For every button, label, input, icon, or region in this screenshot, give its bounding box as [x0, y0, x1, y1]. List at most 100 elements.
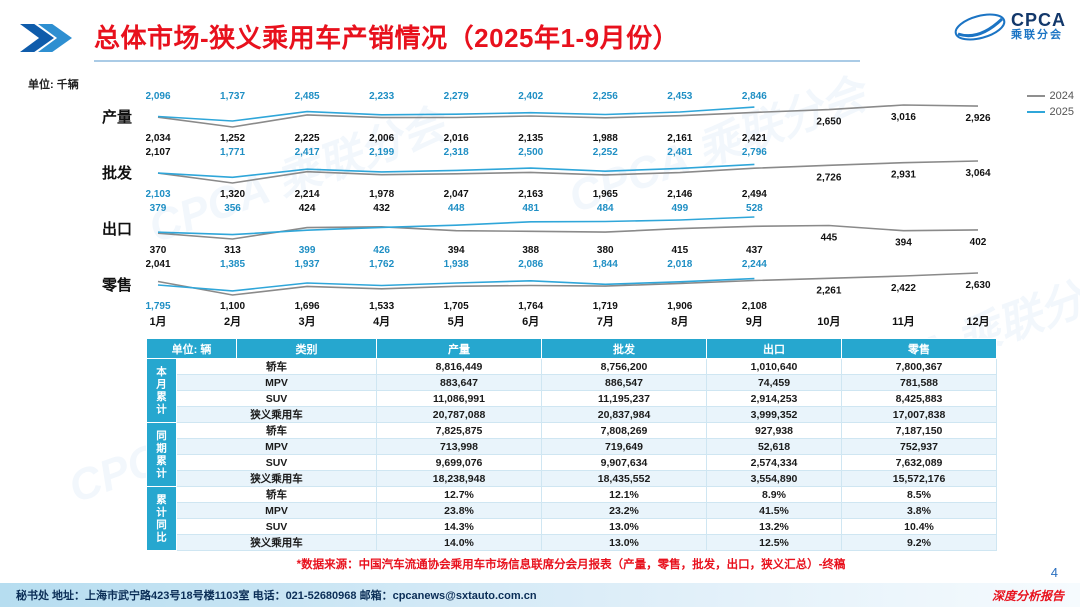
svg-text:2,650: 2,650 — [816, 117, 841, 128]
category-cell: SUV — [175, 390, 378, 407]
value-cell: 752,937 — [841, 438, 998, 455]
category-cell: 轿车 — [175, 486, 378, 503]
table-row: MPV 23.8% 23.2% 41.5% 3.8% — [147, 502, 998, 519]
value-cell: 7,808,269 — [541, 422, 708, 439]
category-cell: SUV — [175, 518, 378, 535]
col-header-production: 产量 — [376, 338, 543, 359]
svg-text:2,846: 2,846 — [742, 91, 767, 102]
logo-brand-text: CPCA — [1010, 9, 1066, 30]
month-label: 10月 — [817, 316, 841, 328]
logo-sub-text: 乘联分会 — [1010, 28, 1063, 41]
svg-text:499: 499 — [671, 203, 688, 214]
svg-text:424: 424 — [299, 203, 316, 214]
svg-text:2,107: 2,107 — [146, 147, 171, 158]
value-cell: 12.5% — [706, 534, 843, 551]
col-header-category: 类别 — [236, 338, 378, 359]
svg-text:356: 356 — [224, 203, 241, 214]
svg-text:2,485: 2,485 — [295, 91, 320, 102]
svg-text:2,453: 2,453 — [667, 91, 692, 102]
chart-retail: 零售 2,041 1,795 1,385 1,100 1,937 1,696 1,762 1,… — [88, 256, 996, 312]
production-line-chart: 2,096 2,034 1,737 1,252 2,485 2,225 2,233 2,006… — [145, 88, 996, 144]
table-row: 累计同比 轿车 12.7% 12.1% 8.9% 8.5% — [146, 486, 998, 551]
svg-text:379: 379 — [150, 203, 167, 214]
svg-text:2,926: 2,926 — [965, 113, 990, 124]
svg-text:1,965: 1,965 — [593, 189, 618, 200]
value-cell: 13.2% — [706, 518, 843, 535]
svg-text:2,199: 2,199 — [369, 147, 394, 158]
table-row: SUV 14.3% 13.0% 13.2% 10.4% — [147, 518, 998, 535]
svg-text:2,318: 2,318 — [444, 147, 469, 158]
svg-text:2,096: 2,096 — [146, 91, 171, 102]
svg-text:432: 432 — [373, 203, 390, 214]
svg-text:1,795: 1,795 — [146, 301, 171, 312]
category-cell: 狭义乘用车 — [175, 534, 378, 551]
charts-panel: 产量 2,096 2,034 1,737 1,252 2,485 2,225 2,233 2,… — [88, 88, 996, 328]
svg-text:370: 370 — [150, 245, 167, 256]
value-cell: 883,647 — [376, 374, 543, 391]
legend-item-2024: 2024 — [1026, 90, 1074, 102]
svg-text:481: 481 — [522, 203, 539, 214]
svg-text:2,163: 2,163 — [518, 189, 543, 200]
cpca-logo: CPCA 乘联分会 — [953, 8, 1066, 44]
svg-text:2,016: 2,016 — [444, 133, 469, 144]
svg-text:2,103: 2,103 — [146, 189, 171, 200]
category-cell: 轿车 — [175, 422, 378, 439]
category-cell: 轿车 — [175, 358, 378, 375]
svg-text:437: 437 — [746, 245, 763, 256]
value-cell: 713,998 — [376, 438, 543, 455]
chart-unit-label: 单位: 千辆 — [28, 79, 79, 91]
value-cell: 1,010,640 — [706, 358, 843, 375]
svg-text:2,417: 2,417 — [295, 147, 320, 158]
month-label: 2月 — [223, 316, 242, 328]
table-row: 同期累计 轿车 7,825,875 7,808,269 927,938 7,187,150 — [146, 422, 998, 487]
svg-text:2,146: 2,146 — [667, 189, 692, 200]
table-row: 狭义乘用车 14.0% 13.0% 12.5% 9.2% — [147, 534, 998, 551]
value-cell: 11,195,237 — [541, 390, 708, 407]
svg-text:415: 415 — [671, 245, 688, 256]
svg-text:1,988: 1,988 — [593, 133, 618, 144]
value-cell: 3,999,352 — [706, 406, 843, 423]
table-header-row: 单位: 辆 类别 产量 批发 出口 零售 — [145, 338, 998, 359]
footer-contact-info: 秘书处 地址：上海市武宁路423号18号楼1103室 电话：021-526809… — [16, 590, 537, 602]
chart-legend: 2024 2025 — [1026, 90, 1074, 118]
svg-text:2,047: 2,047 — [444, 189, 469, 200]
value-cell: 8.9% — [706, 486, 843, 503]
summary-table: 单位: 辆 类别 产量 批发 出口 零售 本月累计 轿车 8,816,449 8,75… — [145, 338, 998, 551]
svg-text:2,421: 2,421 — [742, 133, 767, 144]
svg-text:2,726: 2,726 — [816, 172, 841, 183]
svg-text:2,034: 2,034 — [146, 133, 171, 144]
value-cell: 7,800,367 — [841, 358, 998, 375]
svg-text:2,256: 2,256 — [593, 91, 618, 102]
col-header-retail: 零售 — [841, 338, 998, 359]
svg-text:2,494: 2,494 — [742, 189, 767, 200]
page-number: 4 — [1050, 565, 1058, 580]
table-row: SUV 9,699,076 9,907,634 2,574,334 7,632,089 — [147, 454, 998, 471]
table-row: 狭义乘用车 18,238,948 18,435,552 3,554,890 15,572… — [147, 470, 998, 487]
svg-text:1,100: 1,100 — [220, 301, 245, 312]
svg-text:2,422: 2,422 — [891, 283, 916, 294]
legend-item-2025: 2025 — [1026, 106, 1074, 118]
col-header-wholesale: 批发 — [541, 338, 708, 359]
value-cell: 13.0% — [541, 534, 708, 551]
chart-production: 产量 2,096 2,034 1,737 1,252 2,485 2,225 2,233 2,… — [88, 88, 996, 144]
svg-text:3,016: 3,016 — [891, 112, 916, 123]
svg-text:2,261: 2,261 — [816, 285, 841, 296]
month-label: 5月 — [447, 316, 465, 328]
table-row: MPV 713,998 719,649 52,618 752,937 — [147, 438, 998, 455]
value-cell: 3.8% — [841, 502, 998, 519]
svg-text:1,696: 1,696 — [295, 301, 320, 312]
month-label: 1月 — [149, 316, 167, 328]
month-label: 6月 — [522, 316, 540, 328]
value-cell: 8.5% — [841, 486, 998, 503]
data-source-note: *数据来源：中国汽车流通协会乘用车市场信息联席分会月报表（产量，零售，批发，出口… — [296, 559, 846, 571]
svg-text:1,978: 1,978 — [369, 189, 394, 200]
chart-label-production: 产量 — [101, 108, 132, 126]
value-cell: 719,649 — [541, 438, 708, 455]
svg-text:1,938: 1,938 — [444, 259, 469, 270]
value-cell: 12.7% — [376, 486, 543, 503]
value-cell: 11,086,991 — [376, 390, 543, 407]
value-cell: 3,554,890 — [706, 470, 843, 487]
svg-text:2,931: 2,931 — [891, 170, 916, 181]
svg-text:484: 484 — [597, 203, 614, 214]
value-cell: 2,574,334 — [706, 454, 843, 471]
